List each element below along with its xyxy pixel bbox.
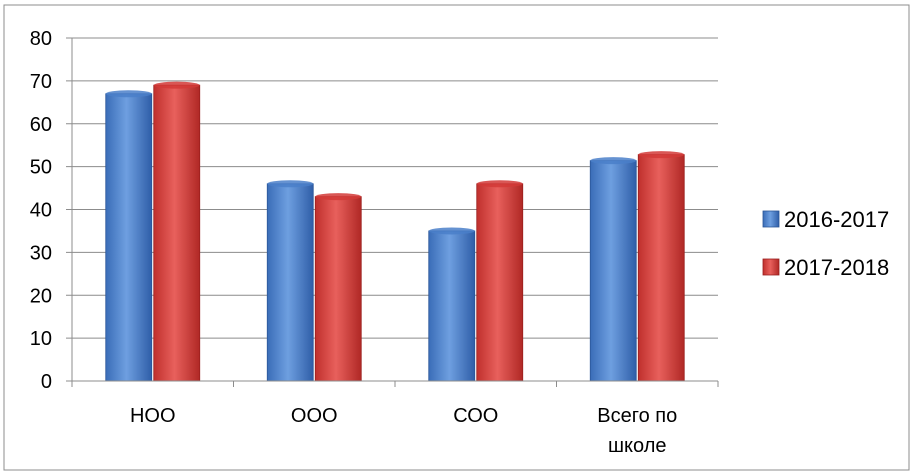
- y-tick-label: 70: [30, 71, 52, 93]
- bar-2016-2017-НОО: [105, 93, 153, 382]
- bar-2016-2017-ООО: [266, 183, 314, 382]
- x-tick-label: СОО: [453, 405, 498, 427]
- x-tick-labels: НОО ООО СОО Всего по школе: [130, 405, 677, 457]
- bar-top-highlight: [105, 90, 152, 98]
- bar-2017-2018-ООО: [314, 196, 362, 382]
- bar-2017-2018-СОО: [476, 183, 524, 382]
- bars: [105, 81, 685, 382]
- bar-top-highlight: [428, 227, 475, 235]
- y-tick-label: 80: [30, 28, 52, 50]
- bar-top-highlight: [476, 180, 523, 188]
- bar-2017-2018-НОО: [153, 84, 201, 382]
- legend-swatch-2017-2018: [762, 258, 780, 276]
- y-tick-labels: 0 10 20 30 40 50 60 70 80: [30, 28, 52, 393]
- y-tick-label: 20: [30, 285, 52, 307]
- x-tick-label: школе: [608, 435, 667, 457]
- bar-top-highlight: [590, 157, 637, 165]
- y-tick-label: 0: [41, 371, 52, 393]
- axes: [66, 37, 719, 387]
- bar-top-highlight: [267, 180, 314, 188]
- y-tick-label: 40: [30, 200, 52, 222]
- y-tick-label: 60: [30, 114, 52, 136]
- y-tick-label: 50: [30, 157, 52, 179]
- bar-top-highlight: [315, 193, 362, 201]
- bar-2017-2018-Всего-по-школе: [637, 154, 685, 382]
- bar-2016-2017-СОО: [428, 230, 476, 382]
- x-tick-label: НОО: [130, 405, 176, 427]
- x-tick-label: Всего по: [597, 405, 677, 427]
- bar-top-highlight: [638, 151, 685, 159]
- bar-top-highlight: [153, 81, 200, 89]
- bar-2016-2017-Всего-по-школе: [589, 160, 637, 382]
- legend: 2016-2017 2017-2018: [762, 207, 889, 280]
- legend-label: 2016-2017: [784, 207, 889, 232]
- legend-swatch-2016-2017: [762, 210, 780, 228]
- y-tick-label: 30: [30, 242, 52, 264]
- legend-label: 2017-2018: [784, 255, 889, 280]
- x-tick-label: ООО: [291, 405, 338, 427]
- y-tick-label: 10: [30, 328, 52, 350]
